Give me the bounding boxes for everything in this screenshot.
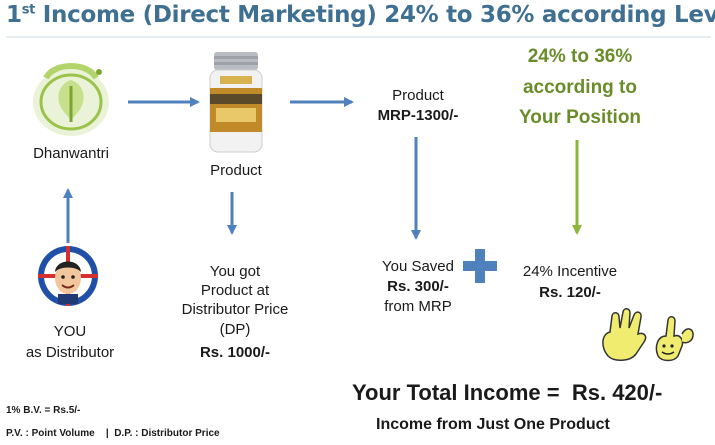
dhanwantri-logo (26, 50, 116, 140)
product-label: Product (210, 162, 262, 179)
you-label: YOU (53, 323, 87, 340)
dp-line-4: (DP) (219, 321, 251, 338)
as-distributor-label: as Distributor (25, 344, 115, 361)
pv-dp-note: P.V. : Point Volume | D.P. : Distributor… (6, 428, 220, 439)
title-text: Income (Direct Marketing) 24% to 36% acc… (35, 2, 715, 28)
plus-icon (463, 249, 497, 283)
distributor-avatar (36, 244, 100, 308)
dp-line-2: Product at (200, 282, 270, 299)
saved-value: Rs. 300/- (387, 278, 449, 295)
title-superscript: st (21, 2, 36, 18)
saved-line-1: You Saved (381, 258, 454, 275)
total-income: Your Total Income = Rs. 420/- (352, 380, 702, 406)
dp-line-3: Distributor Price (181, 301, 289, 318)
dp-line-1: You got (209, 263, 261, 280)
incentive-value: Rs. 120/- (539, 284, 601, 301)
product-bottle-image (206, 48, 266, 158)
dp-value: Rs. 1000/- (199, 344, 271, 361)
total-income-value: Rs. 420/- (571, 380, 663, 405)
product-mrp-value: MRP-1300/- (377, 107, 459, 124)
product-mrp-label: Product (392, 87, 444, 104)
position-line-2: according to (522, 77, 637, 98)
title-prefix: 1 (6, 2, 22, 28)
dhanwantri-label: Dhanwantri (33, 145, 109, 162)
position-line-3: Your Position (518, 107, 642, 128)
hands-clipart (598, 306, 698, 364)
total-income-subtitle: Income from Just One Product (376, 416, 610, 433)
total-income-label: Your Total Income = (352, 380, 560, 405)
bv-note: 1% B.V. = Rs.5/- (6, 405, 81, 416)
position-line-1: 24% to 36% (527, 46, 633, 67)
page-title: 1st Income (Direct Marketing) 24% to 36%… (6, 2, 715, 38)
incentive-line-1: 24% Incentive (522, 263, 618, 280)
saved-line-3: from MRP (384, 298, 452, 315)
